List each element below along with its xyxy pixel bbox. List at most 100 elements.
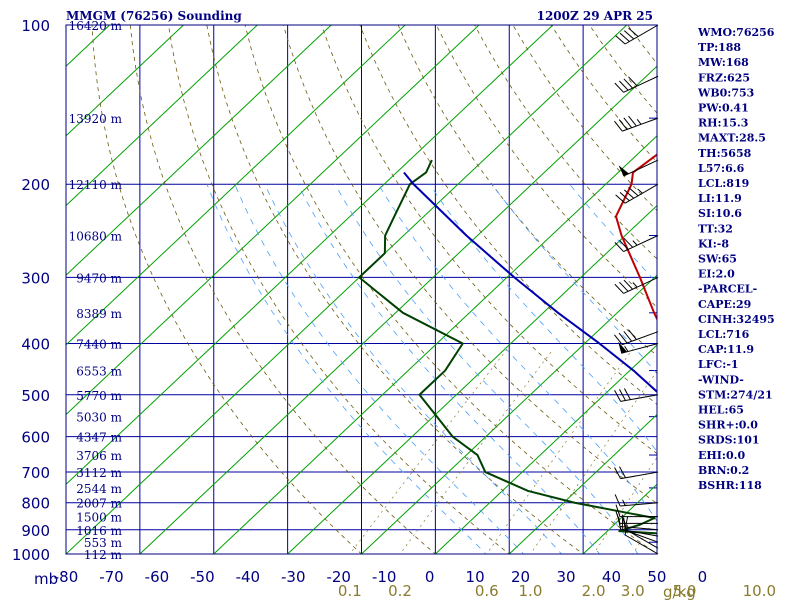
wind-barb-flag: [623, 189, 635, 199]
dry-adiabat-line: [129, 25, 436, 554]
temperature-tick-label: 50: [647, 568, 666, 586]
index-line: CAPE:29: [698, 298, 751, 311]
dry-adiabat-line: [359, 25, 657, 405]
profile-lines: [358, 153, 657, 535]
index-line: EHI:0.0: [698, 449, 745, 462]
dry-adiabat-line: [91, 25, 363, 554]
mixing-ratio-line: [753, 349, 800, 565]
wind-barb: [614, 75, 659, 93]
mixing-ratio-label: 3.0: [621, 582, 645, 600]
wind-barb-flag: [615, 511, 621, 524]
index-line: KI:-8: [698, 237, 729, 250]
wind-barb-flag: [619, 389, 626, 401]
wind-barb-flag: [614, 283, 624, 294]
pressure-tick-label: 100: [21, 17, 50, 35]
isotherm-line: [508, 413, 657, 554]
isotherm-line: [139, 65, 657, 554]
wind-barb-shaft: [624, 183, 659, 204]
pressure-tick-label: 1000: [12, 546, 50, 564]
height-label: 553 m: [84, 536, 123, 550]
index-line: -WIND-: [698, 373, 744, 386]
wind-barb-pennant: [618, 341, 628, 354]
wind-barb-shaft: [622, 331, 659, 346]
moist-adiabat-line: [206, 184, 487, 554]
mixing-ratio-labels: 0.10.20.61.02.03.05.010.020.040.0: [338, 582, 776, 600]
wind-barb-shaft: [620, 471, 659, 480]
wind-barb-half-flag: [632, 240, 638, 246]
index-line: HEL:65: [698, 404, 744, 417]
wind-barb-half-flag: [636, 119, 642, 125]
isotherm-line: [287, 204, 657, 554]
mixing-ratio-unit-label: g/kg: [663, 583, 696, 600]
moist-adiabat-line: [297, 184, 601, 554]
wind-barb-shaft: [624, 534, 659, 555]
wind-barb-shaft: [621, 343, 659, 354]
wind-barb-half-flag: [622, 499, 626, 506]
wind-barb-flag: [619, 191, 630, 202]
wind-barb: [615, 183, 659, 204]
wind-barb: [614, 235, 659, 253]
height-label: 2007 m: [76, 497, 122, 511]
dry-adiabat-line: [550, 25, 657, 163]
plot-frame: [65, 24, 658, 555]
wind-barb-shaft: [623, 276, 659, 294]
wind-barb-shaft: [623, 235, 659, 253]
index-line: FRZ:625: [698, 71, 750, 84]
isotherm-line: [435, 344, 657, 554]
wind-barb: [615, 24, 659, 45]
wind-barb-flag: [614, 467, 622, 479]
wind-barb-flag: [628, 115, 637, 127]
index-line: RH:15.3: [698, 117, 748, 130]
isotherm-line: [66, 25, 332, 276]
temperature-tick-label: 10: [466, 568, 485, 586]
wind-barb-flag: [619, 80, 629, 91]
height-label: 4347 m: [76, 431, 122, 445]
height-label: 112 m: [84, 548, 123, 562]
pressure-tick-label: 300: [21, 269, 50, 287]
wind-barb: [614, 388, 659, 402]
dry-adiabat-line: [436, 25, 657, 308]
wind-barb-flag: [619, 466, 626, 479]
wind-barb-flag: [628, 27, 639, 37]
chart-title: MMGM (76256) Sounding: [66, 9, 242, 23]
height-label: 13920 m: [69, 112, 123, 126]
mixing-ratio-label: 2.0: [582, 582, 606, 600]
wind-barb: [615, 511, 658, 524]
dry-adiabat-line: [206, 25, 584, 554]
height-label: 6553 m: [76, 365, 122, 379]
temperature-tick-label: 0: [698, 568, 708, 586]
pressure-tick-label: 900: [21, 522, 50, 540]
height-label: 7440 m: [76, 337, 122, 351]
dry-adiabat-line: [589, 25, 657, 114]
temperature-tick-label: -80: [54, 568, 79, 586]
mixing-ratio-label: 0.1: [338, 582, 362, 600]
isotherm-line: [66, 25, 258, 207]
mixing-ratio-label: 10.0: [743, 582, 776, 600]
wind-barb-shaft: [620, 394, 659, 402]
wind-barb-shaft: [620, 528, 659, 537]
wind-barb-flag: [618, 119, 628, 130]
dry-adiabat-line: [282, 25, 657, 504]
wind-barb-flag: [619, 32, 630, 42]
wind-barb-flag: [619, 239, 629, 250]
dry-adiabat-line: [244, 25, 657, 554]
wind-barb-shaft: [622, 528, 659, 543]
wind-barb: [614, 466, 659, 480]
dry-adiabat-line: [321, 25, 657, 455]
pressure-unit-label: mb: [34, 570, 58, 588]
wind-barb-flag: [623, 331, 633, 342]
index-line: WB0:753: [697, 86, 754, 99]
wind-barb-flag: [623, 237, 633, 248]
wind-barb-flag: [623, 388, 631, 400]
index-line: TT:32: [698, 222, 733, 235]
mixing-ratio-label: 1.0: [519, 582, 543, 600]
temperature-axis-labels: -80 -70 -60 -50 -40 -30 -20 -10 0 10 20 30 40 50 0: [54, 568, 707, 586]
moist-adiabat-line: [784, 184, 800, 565]
pressure-tick-label: 200: [21, 176, 50, 194]
isotherm-line: [66, 25, 554, 485]
wind-barb-shaft: [623, 75, 659, 93]
index-line: CAP:11.9: [698, 343, 754, 356]
wind-barb-half-flag: [632, 282, 638, 288]
wind-barb: [614, 115, 659, 132]
height-label: 12110 m: [69, 178, 123, 192]
